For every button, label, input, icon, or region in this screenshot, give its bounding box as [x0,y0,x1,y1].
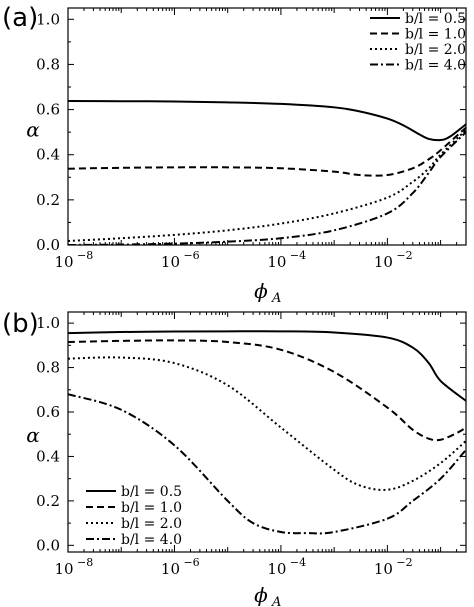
chart-panel-b: (b)0.00.20.40.60.81.010 −8 10 −6 10 −4 10 −2ϕ Aα… [2,309,467,607]
y-tick-label: 0.6 [36,403,60,421]
x-axis-label-subscript: A [271,595,281,607]
y-tick-label: 0.2 [36,191,60,209]
legend: b/l = 0.5b/l = 1.0b/l = 2.0b/l = 4.0 [370,11,466,74]
y-tick-label: 0.0 [36,236,60,254]
y-tick-label: 0.0 [36,536,60,554]
x-tick-exponent: −2 [396,249,412,262]
y-tick-label: 0.8 [36,55,60,73]
panel-label: (b) [2,309,39,339]
y-tick-label: 0.4 [36,447,60,465]
y-tick-label: 1.0 [36,314,60,332]
legend-entry: b/l = 2.0 [121,516,182,532]
legend-entry: b/l = 0.5 [405,11,466,27]
y-tick-label: 1.0 [36,10,60,28]
series-line-3 [68,356,466,491]
x-tick-label: 10 [267,560,286,578]
chart-panel-a: (a)0.00.20.40.60.81.010 −8 10 −6 10 −4 10 −2ϕ Aα… [2,3,467,306]
x-tick-label: 10 [54,560,73,578]
legend-entry: b/l = 2.0 [405,42,466,58]
x-axis-label: ϕ [254,279,268,303]
legend-entry: b/l = 4.0 [405,58,466,74]
x-tick-exponent: −8 [77,556,93,569]
x-tick-exponent: −4 [290,556,306,569]
x-tick-label: 10 [161,560,180,578]
x-tick-exponent: −6 [183,249,199,262]
legend-entry: b/l = 1.0 [405,27,466,43]
x-tick-label: 10 [161,253,180,271]
plot-frame [67,311,467,553]
x-axis-label-subscript: A [271,291,281,306]
series-line-2 [68,126,466,177]
x-tick-label: 10 [267,253,286,271]
series-line-4 [68,393,466,535]
x-tick-exponent: −8 [77,249,93,262]
y-axis-label: α [26,118,40,142]
series-line-2 [68,339,466,442]
x-tick-exponent: −2 [396,556,412,569]
legend-entry: b/l = 1.0 [121,500,182,516]
x-tick-exponent: −4 [290,249,306,262]
series-line-3 [68,129,466,242]
series-line-1 [68,99,466,142]
y-tick-label: 0.8 [36,359,60,377]
x-tick-label: 10 [374,253,393,271]
legend-entry: b/l = 0.5 [121,484,182,500]
x-tick-exponent: −6 [183,556,199,569]
y-tick-label: 0.6 [36,101,60,119]
x-tick-label: 10 [374,560,393,578]
y-tick-label: 0.2 [36,492,60,510]
y-tick-label: 0.4 [36,146,60,164]
y-axis-label: α [26,423,40,447]
series-line-1 [68,330,466,402]
plot-frame [67,7,467,246]
legend: b/l = 0.5b/l = 1.0b/l = 2.0b/l = 4.0 [86,484,182,548]
legend-entry: b/l = 4.0 [121,532,182,548]
series-line-4 [68,131,466,245]
x-axis-label: ϕ [254,583,268,607]
panel-label: (a) [2,3,38,33]
x-tick-label: 10 [54,253,73,271]
